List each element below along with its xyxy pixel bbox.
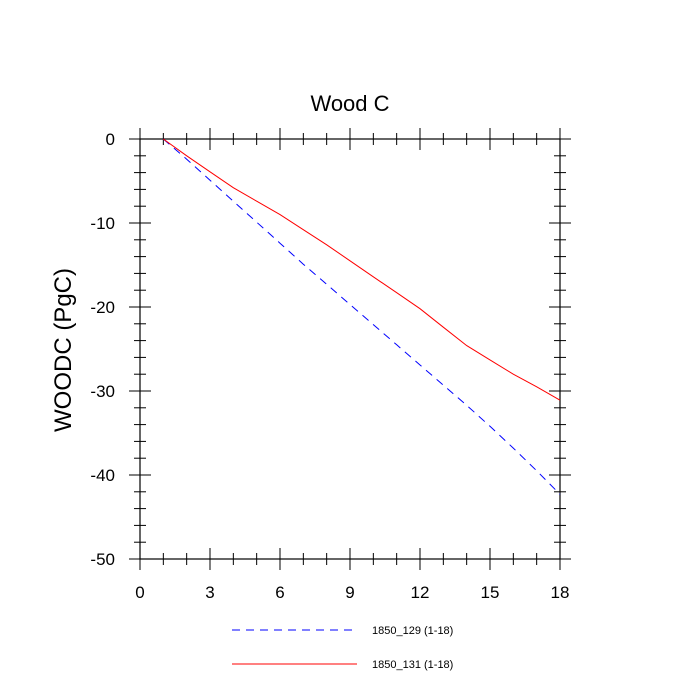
series-line-2 <box>163 138 561 401</box>
axis-ticks <box>129 128 571 570</box>
y-tick-label: -20 <box>90 298 115 317</box>
x-tick-label: 12 <box>411 583 430 602</box>
series-line-1 <box>162 138 561 495</box>
y-tick-label: -40 <box>90 466 115 485</box>
y-axis-label: WOODC (PgC) <box>50 268 77 432</box>
x-tick-label: 6 <box>275 583 284 602</box>
plot-frame <box>139 138 561 560</box>
y-tick-label: 0 <box>106 130 115 149</box>
x-tick-label: 18 <box>551 583 570 602</box>
chart-title: Wood C <box>310 91 389 116</box>
x-tick-label: 9 <box>345 583 354 602</box>
legend: 1850_129 (1-18) 1850_131 (1-18) <box>232 625 453 671</box>
x-tick-label: 3 <box>205 583 214 602</box>
x-tick-label: 0 <box>135 583 144 602</box>
y-tick-label: -50 <box>90 550 115 569</box>
plot-border <box>139 138 561 560</box>
y-tick-label: -10 <box>90 214 115 233</box>
series-lines <box>162 138 561 495</box>
legend-label-2: 1850_131 (1-18) <box>372 659 453 671</box>
x-tick-label: 15 <box>481 583 500 602</box>
y-tick-label: -30 <box>90 382 115 401</box>
legend-label-1: 1850_129 (1-18) <box>372 625 453 637</box>
axis-tick-labels: 0 3 6 9 12 15 18 0 -10 -20 -30 -40 -50 <box>90 130 569 602</box>
